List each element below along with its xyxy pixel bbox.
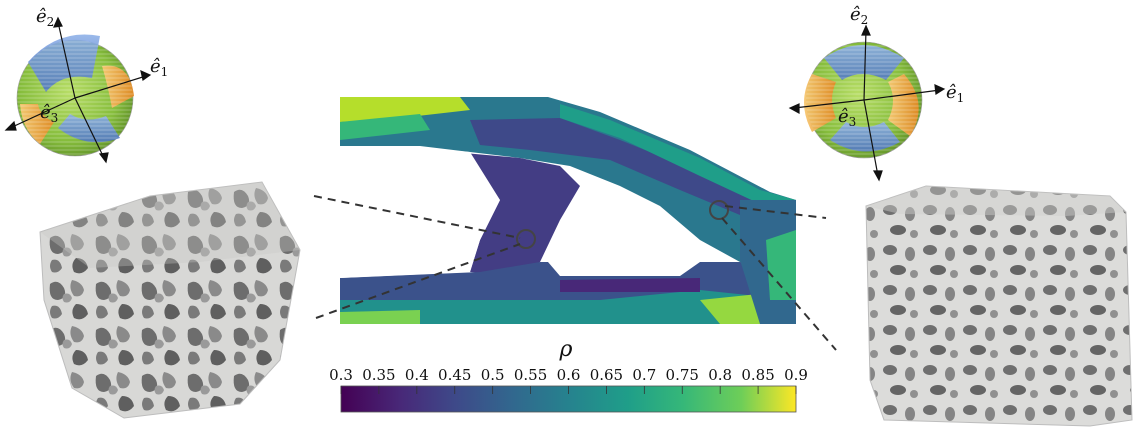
strut (430, 150, 580, 276)
colorbar-tick-label: 0.45 (438, 366, 471, 384)
right-e1-label: ê1 (946, 82, 964, 105)
hole-left (340, 146, 500, 278)
colorbar-tick-label: 0.6 (557, 366, 581, 384)
colorbar-tick-labels: 0.3 0.35 0.4 0.45 0.5 0.55 0.6 0.65 0.7 0.75 0.8 0.… (329, 366, 808, 384)
colorbar-tick-label: 0.7 (632, 366, 656, 384)
colorbar-tick-label: 0.55 (514, 366, 547, 384)
left-e3-label: ê3 (40, 102, 58, 125)
colorbar-tick-label: 0.9 (784, 366, 808, 384)
hole-center (548, 196, 700, 276)
colorbar-tick-label: 0.65 (590, 366, 623, 384)
left-e1-label: ê1 (150, 56, 168, 79)
colorbar-tick-label: 0.4 (405, 366, 429, 384)
zoom-circle-right (709, 200, 729, 220)
colorbar-tick-label: 0.5 (481, 366, 505, 384)
colorbar-tick-label: 0.75 (666, 366, 699, 384)
colorbar-tick-label: 0.85 (741, 366, 774, 384)
right-e2-label: ê2 (850, 4, 868, 27)
right-foam-cube (865, 185, 1133, 427)
colorbar-symbol: ρ (559, 337, 573, 362)
connector-lines (313, 195, 837, 351)
colorbar: ρ 0.3 0.35 0.4 0.45 0.5 0.55 0.6 0.65 0.7 0.75 0.8… (329, 337, 808, 413)
top-arm (340, 97, 796, 270)
left-e2-label: ê2 (36, 6, 54, 29)
density-field (340, 97, 796, 324)
colorbar-tick-label: 0.3 (329, 366, 353, 384)
right-e3-label: ê3 (838, 106, 856, 129)
colorbar-tick-label: 0.8 (708, 366, 732, 384)
colorbar-tick-label: 0.35 (362, 366, 395, 384)
colorbar-ticks (340, 386, 797, 394)
right-orientation-glyph: ê2 ê1 ê3 (788, 4, 964, 182)
zoom-circle-left (516, 229, 536, 249)
left-foam-cube (39, 181, 301, 419)
left-orientation-glyph: ê2 ê1 ê3 (4, 6, 168, 164)
